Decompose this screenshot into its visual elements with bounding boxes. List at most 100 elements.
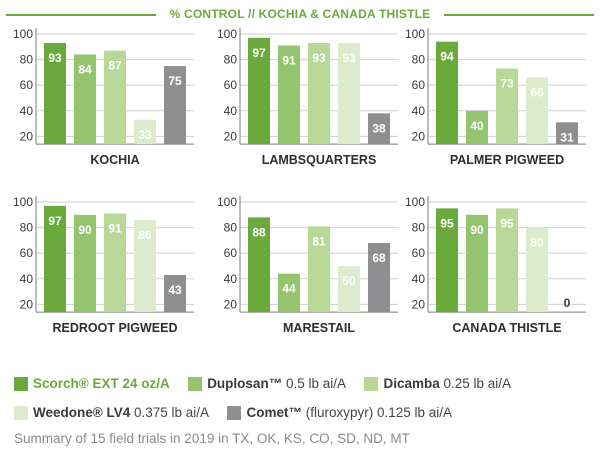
- y-tick-label: 80: [412, 221, 426, 235]
- panel-kochia: 20 40 60 80 100 93 84 87 33 75 KOCHIA: [13, 27, 194, 167]
- legend-swatch-dicamba: [364, 376, 379, 391]
- legend-label-duplosan: Duplosan™: [207, 376, 283, 391]
- panel-redroot-pigweed: 20 40 60 80 100 97 90 91 86 43 REDROOT PIGWEED: [13, 195, 194, 335]
- bar-value-label: 75: [168, 74, 182, 88]
- bar-value-label: 90: [470, 223, 484, 237]
- bar-value-label: 93: [48, 51, 62, 65]
- panel-title: REDROOT PIGWEED: [52, 321, 177, 335]
- bar-palmer-pigweed-5: [556, 122, 578, 145]
- bar-kochia-1: [44, 42, 66, 145]
- bar-value-label: 80: [530, 236, 544, 250]
- bar-marestail-4: [338, 266, 360, 313]
- bar-value-label: 43: [168, 283, 182, 297]
- y-tick-label: 60: [20, 78, 34, 92]
- legend-rate-dicamba: 0.25 lb ai/A: [439, 376, 512, 391]
- bar-value-label: 93: [342, 51, 356, 65]
- y-tick-label: 80: [224, 53, 238, 67]
- title-rule-left: [6, 14, 156, 16]
- title-rule-right: [444, 14, 594, 16]
- panel-title: LAMBSQUARTERS: [262, 153, 377, 167]
- bar-canada-thistle-4: [526, 227, 548, 313]
- small-multiples-chart: 20 40 60 80 100 93 84 87 33 75 KOCHIA 20 40 60 80 100 97…: [13, 27, 586, 335]
- legend-swatch-weedone: [14, 405, 28, 420]
- panel-palmer-pigweed: 20 40 60 80 100 94 40 73 66 31 PALMER PIGWEED: [405, 27, 586, 167]
- y-tick-label: 80: [20, 221, 34, 235]
- bar-value-label: 93: [312, 51, 326, 65]
- y-tick-label: 60: [224, 78, 238, 92]
- bar-kochia-5: [164, 66, 186, 145]
- y-tick-label: 60: [224, 246, 238, 260]
- y-tick-label: 100: [405, 27, 425, 41]
- bar-palmer-pigweed-1: [436, 41, 458, 145]
- bar-marestail-5: [368, 242, 390, 313]
- bar-redroot-pigweed-4: [134, 219, 156, 313]
- panel-title: CANADA THISTLE: [452, 321, 561, 335]
- bar-kochia-2: [74, 54, 96, 145]
- bar-palmer-pigweed-4: [526, 77, 548, 145]
- y-tick-label: 80: [20, 53, 34, 67]
- bar-value-label: 40: [470, 119, 484, 133]
- bar-value-label: 87: [108, 59, 122, 73]
- legend-item-dicamba: Dicamba 0.25 lb ai/A: [364, 376, 511, 391]
- bar-value-label: 97: [48, 214, 62, 228]
- legend-swatch-duplosan: [188, 376, 203, 391]
- footnote: Summary of 15 field trials in 2019 in TX…: [14, 431, 410, 446]
- bar-value-label: 94: [440, 50, 454, 64]
- panel-marestail: 20 40 60 80 100 88 44 81 50 68 MARESTAIL: [217, 195, 398, 335]
- y-tick-label: 40: [20, 104, 34, 118]
- y-tick-label: 40: [224, 104, 238, 118]
- bar-value-label: 84: [78, 62, 92, 76]
- bar-palmer-pigweed-2: [466, 110, 488, 145]
- bar-redroot-pigweed-1: [44, 205, 66, 313]
- y-tick-label: 100: [405, 195, 425, 209]
- legend-swatch-scorch: [14, 376, 28, 391]
- legend-row-1: Scorch® EXT 24 oz/A Duplosan™ 0.5 lb ai/…: [14, 376, 525, 394]
- y-tick-label: 20: [20, 297, 34, 311]
- y-tick-label: 80: [412, 53, 426, 67]
- bar-lambsquarters-5: [368, 113, 390, 145]
- bar-value-label: 44: [282, 282, 296, 296]
- bar-canada-thistle-1: [436, 208, 458, 313]
- bar-redroot-pigweed-5: [164, 274, 186, 313]
- panel-title: KOCHIA: [90, 153, 139, 167]
- chart-title: % CONTROL // KOCHIA & CANADA THISTLE: [0, 7, 600, 21]
- bar-canada-thistle-2: [466, 214, 488, 313]
- y-tick-label: 100: [13, 195, 33, 209]
- legend-rate-duplosan: 0.5 lb ai/A: [282, 376, 346, 391]
- legend-swatch-comet: [227, 405, 242, 420]
- bar-value-label: 97: [252, 46, 266, 60]
- bar-canada-thistle-3: [496, 208, 518, 313]
- y-tick-label: 40: [412, 104, 426, 118]
- y-tick-label: 40: [412, 272, 426, 286]
- bar-marestail-3: [308, 226, 330, 313]
- y-tick-label: 80: [224, 221, 238, 235]
- y-tick-label: 100: [217, 195, 237, 209]
- y-tick-label: 60: [412, 78, 426, 92]
- bar-value-label: 66: [530, 86, 544, 100]
- bar-marestail-2: [278, 273, 300, 313]
- bar-value-label: 95: [440, 216, 454, 230]
- y-tick-label: 20: [224, 129, 238, 143]
- bar-redroot-pigweed-3: [104, 213, 126, 313]
- legend-label-scorch: Scorch® EXT 24 oz/A: [33, 376, 170, 391]
- bar-lambsquarters-4: [338, 42, 360, 145]
- legend-item-weedone: Weedone® LV4 0.375 lb ai/A: [14, 405, 209, 420]
- legend-item-duplosan: Duplosan™ 0.5 lb ai/A: [188, 376, 346, 391]
- legend-item-scorch: Scorch® EXT 24 oz/A: [14, 376, 170, 391]
- bar-value-label: 68: [372, 251, 386, 265]
- legend-row-2: Weedone® LV4 0.375 lb ai/A Comet™ (fluro…: [14, 405, 466, 423]
- bar-kochia-4: [134, 119, 156, 145]
- y-tick-label: 60: [20, 246, 34, 260]
- y-tick-label: 40: [20, 272, 34, 286]
- bar-palmer-pigweed-3: [496, 68, 518, 145]
- bar-value-label: 90: [78, 223, 92, 237]
- legend-rate-comet: (fluroxypyr) 0.125 lb ai/A: [302, 405, 453, 420]
- legend-label-weedone: Weedone® LV4: [33, 405, 131, 420]
- legend-rate-weedone: 0.375 lb ai/A: [130, 405, 210, 420]
- bar-value-label: 88: [252, 225, 266, 239]
- y-tick-label: 100: [217, 27, 237, 41]
- bar-value-label: 50: [342, 274, 356, 288]
- panel-title: MARESTAIL: [283, 321, 355, 335]
- y-tick-label: 20: [224, 297, 238, 311]
